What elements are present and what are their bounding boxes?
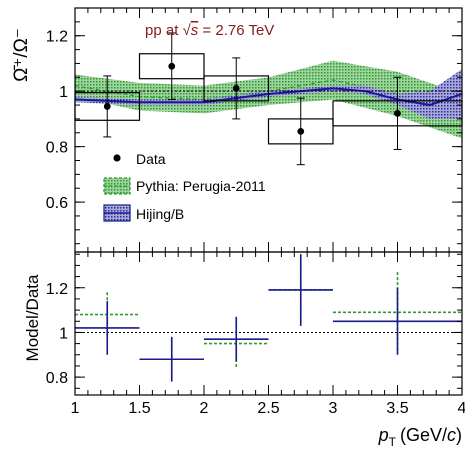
data-point — [203, 57, 270, 120]
ratio-series — [75, 254, 462, 382]
sqrt-symbol: √ — [183, 22, 192, 39]
x-tick-label: 2.5 — [257, 400, 279, 417]
top-y-axis-label: Ω̄⁺/Ω⁻ — [11, 28, 32, 82]
hijing-ratio-point — [333, 287, 462, 355]
energy-annotation: pp at √s = 2.76 TeV — [145, 22, 274, 39]
bottom-frame — [74, 251, 463, 396]
svg-text:Hijing/B: Hijing/B — [136, 206, 184, 222]
data-marker — [232, 85, 240, 92]
data-point — [138, 32, 205, 100]
legend-hijing: Hijing/B — [103, 204, 184, 222]
svg-text:Pythia: Perugia-2011: Pythia: Perugia-2011 — [136, 178, 266, 194]
x-tick-label: 3.5 — [386, 400, 408, 417]
bottom-y-axis-label: Model/Data — [23, 274, 42, 361]
hijing-line — [75, 87, 462, 107]
top-y-tick-label: 0.8 — [46, 140, 68, 157]
data-marker — [297, 127, 305, 135]
hijing-ratio-point — [204, 316, 269, 362]
data-marker — [168, 62, 176, 70]
top-x-ticks — [74, 8, 463, 252]
x-tick-label: 1 — [71, 400, 80, 417]
x-tick-label: 2 — [200, 400, 209, 417]
legend-pythia: Pythia: Perugia-2011 — [103, 177, 266, 195]
hijing-ratio-point — [139, 336, 204, 382]
svg-text:Data: Data — [136, 151, 166, 167]
top-y-axis: 0.6 0.8 1 1.2 — [46, 21, 462, 245]
top-panel: 0.6 0.8 1 1.2 pp at √s = 2.76 TeV Ω̄⁺/Ω⁻ Da… — [11, 7, 463, 253]
bottom-y-tick-label: 1.2 — [46, 281, 68, 298]
hijing-ratio-point — [268, 254, 333, 326]
legend: Data Pythia: Perugia-2011 Hijing/B — [103, 151, 266, 222]
bottom-y-tick-label: 1 — [59, 325, 68, 342]
data-points — [74, 32, 463, 166]
x-tick-label: 3 — [329, 400, 338, 417]
data-marker — [394, 109, 401, 117]
top-y-tick-label: 1 — [59, 84, 68, 101]
bottom-panel: 0.811.2 1 1.5 2 2.5 3 3.5 4 Model/Data pT (GeV/… — [23, 251, 465, 449]
hijing-ratio-point — [75, 301, 140, 355]
top-y-tick-label: 0.6 — [46, 195, 68, 212]
x-tick-label: 1.5 — [128, 400, 150, 417]
data-point — [267, 97, 334, 166]
data-marker — [103, 103, 111, 110]
bottom-y-tick-label: 0.8 — [46, 370, 68, 387]
x-tick-label: 4 — [458, 400, 465, 417]
bottom-y-axis: 0.8 1 1.2 — [46, 253, 462, 389]
top-y-tick-label: 1.2 — [46, 29, 68, 46]
legend-data: Data — [113, 151, 166, 167]
x-axis-label: pT (GeV/c) — [378, 425, 462, 449]
x-axis: 1 1.5 2 2.5 3 3.5 4 — [71, 252, 465, 417]
